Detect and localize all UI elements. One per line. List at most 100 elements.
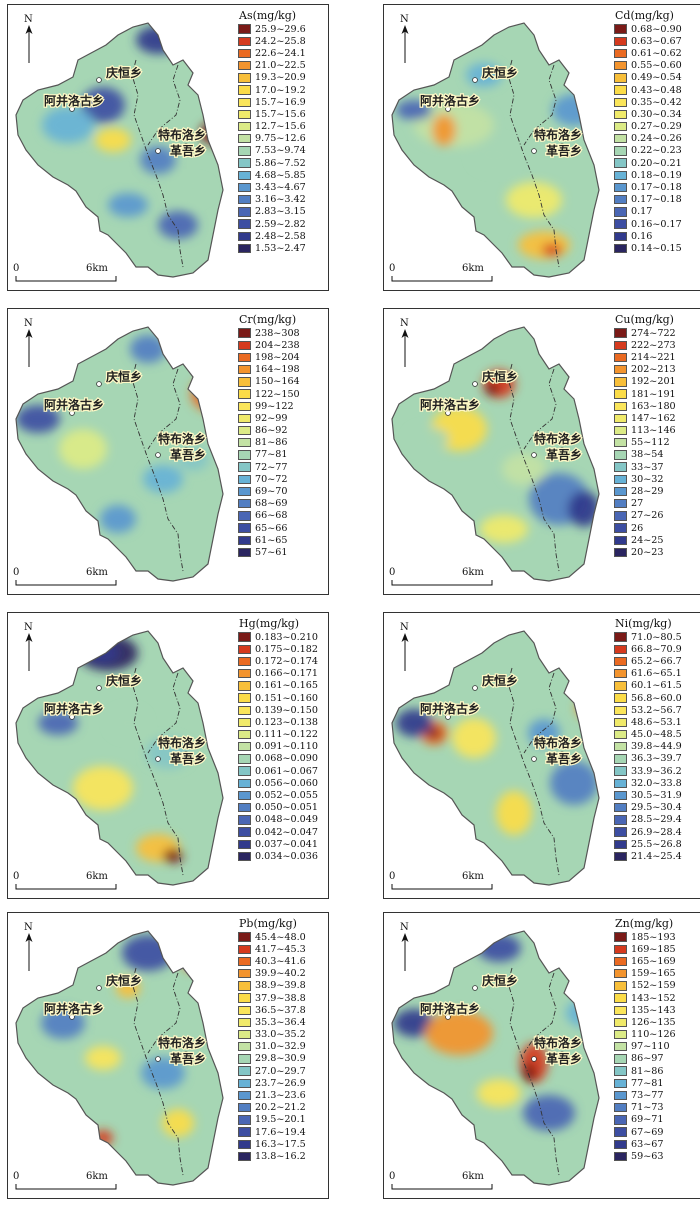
place-label-tebuluo: 特布洛乡 <box>158 735 206 750</box>
legend-row: 0.139~0.150 <box>238 704 338 716</box>
north-arrow-icon <box>401 633 409 671</box>
legend-swatch <box>614 60 627 71</box>
legend-row: 274~722 <box>614 327 700 339</box>
legend-row: 61.6~65.1 <box>614 668 700 680</box>
legend-title: Pb(mg/kg) <box>239 917 297 930</box>
settlement-marker <box>183 751 189 757</box>
legend-row: 3.43~4.67 <box>238 181 338 193</box>
legend-row: 202~213 <box>614 364 700 376</box>
legend-row: 32.0~33.8 <box>614 777 700 789</box>
legend-row: 238~308 <box>238 327 338 339</box>
legend-row: 9.75~12.6 <box>238 133 338 145</box>
legend-swatch <box>238 956 251 967</box>
concentration-zone <box>140 146 176 174</box>
legend-swatch <box>614 993 627 1003</box>
legend-row: 0.63~0.67 <box>614 35 700 47</box>
legend-row: 56.8~60.0 <box>614 692 700 704</box>
concentration-zone <box>162 1109 194 1137</box>
legend-swatch <box>238 1103 251 1113</box>
legend-swatch <box>238 681 251 691</box>
legend-label: 0.49~0.54 <box>631 72 682 84</box>
legend-swatch <box>614 328 627 338</box>
place-label-qingheng: 庆恒乡 <box>105 673 142 688</box>
legend-row: 0.68~0.90 <box>614 23 700 35</box>
township-boundary <box>523 368 557 450</box>
legend-swatch <box>238 754 251 764</box>
north-label: N <box>400 922 409 933</box>
legend-label: 0.175~0.182 <box>255 643 318 655</box>
legend-row: 0.050~0.051 <box>238 802 338 814</box>
place-label-ajingluogu: 阿并洛古乡 <box>420 397 480 412</box>
legend-label: 0.17~0.18 <box>631 194 682 206</box>
settlement-marker <box>69 410 75 416</box>
concentration-zone <box>38 711 78 735</box>
legend-row: 48.6~53.1 <box>614 716 700 728</box>
county-boundary <box>15 326 224 582</box>
legend-row: 26 <box>614 522 700 534</box>
legend-row: 30~32 <box>614 473 700 485</box>
county-boundary <box>15 22 224 278</box>
scale-bar: 0 6km <box>13 1171 117 1190</box>
legend-row: 13.8~16.2 <box>238 1150 338 1162</box>
legend-swatch <box>238 462 251 472</box>
scale-end-label: 6km <box>86 567 108 578</box>
legend-swatch <box>614 243 627 254</box>
settlement-marker <box>445 106 451 112</box>
legend-swatch <box>614 352 627 363</box>
legend-swatch <box>614 97 627 107</box>
legend-label: 73~77 <box>631 1090 664 1102</box>
township-boundary <box>523 64 557 146</box>
place-label-tebuluo: 特布洛乡 <box>534 735 582 750</box>
legend-row: 0.161~0.165 <box>238 680 338 692</box>
north-label: N <box>24 622 33 633</box>
settlement-marker <box>155 452 161 458</box>
settlement-marker <box>445 1014 451 1020</box>
concentration-zone <box>163 849 183 863</box>
legend-label: 33.0~35.2 <box>255 1029 306 1041</box>
legend-row: 20~23 <box>614 546 700 558</box>
legend-swatch <box>614 981 627 991</box>
scale-bar: 0 6km <box>389 567 493 586</box>
legend-row: 69~70 <box>238 485 338 497</box>
legend-row: 152~159 <box>614 980 700 992</box>
legend-label: 150~164 <box>255 376 300 388</box>
place-label-ajingluogu: 阿并洛古乡 <box>44 397 104 412</box>
legend-row: 0.22~0.23 <box>614 145 700 157</box>
place-label-ajingluogu: 阿并洛古乡 <box>44 701 104 716</box>
legend-swatch <box>614 851 627 862</box>
legend-label: 69~70 <box>255 486 288 498</box>
legend-label: 77~81 <box>631 1077 664 1089</box>
legend-row: 65~66 <box>238 522 338 534</box>
county-boundary <box>391 22 600 278</box>
legend-row: 222~273 <box>614 339 700 351</box>
place-label-gewu: 革吾乡 <box>546 751 582 766</box>
place-label-qingheng: 庆恒乡 <box>105 65 142 80</box>
concentration-zone <box>502 453 546 485</box>
legend-swatch <box>614 717 627 728</box>
legend-label: 0.123~0.138 <box>255 716 318 728</box>
legend-label: 69~71 <box>631 1114 664 1126</box>
legend-label: 122~150 <box>255 388 300 400</box>
legend-label: 60.1~61.5 <box>631 680 682 692</box>
legend-label: 27~26 <box>631 510 664 522</box>
legend-swatch <box>238 85 251 95</box>
legend-row: 0.35~0.42 <box>614 96 700 108</box>
legend-swatch <box>238 207 251 217</box>
legend-label: 27 <box>631 498 644 510</box>
settlement-marker <box>531 148 537 154</box>
legend-row: 71~73 <box>614 1102 700 1114</box>
township-boundary <box>131 967 184 1176</box>
legend-label: 163~180 <box>631 400 676 412</box>
legend-label: 30~32 <box>631 473 664 485</box>
north-arrow-icon <box>25 633 33 671</box>
legend-row: 77~81 <box>238 449 338 461</box>
map-panel-as: 庆恒乡 阿并洛古乡 特布洛乡 革吾乡 N 0 6km As(mg/kg) 25.9~29.6 24… <box>7 4 329 291</box>
legend-row: 19.5~20.1 <box>238 1114 338 1126</box>
scale-bar: 0 6km <box>389 263 493 282</box>
legend-row: 99~122 <box>238 400 338 412</box>
township-boundary <box>507 363 560 572</box>
settlement-marker <box>445 714 451 720</box>
legend-row: 21.4~25.4 <box>614 850 700 862</box>
legend-swatch <box>614 207 627 217</box>
